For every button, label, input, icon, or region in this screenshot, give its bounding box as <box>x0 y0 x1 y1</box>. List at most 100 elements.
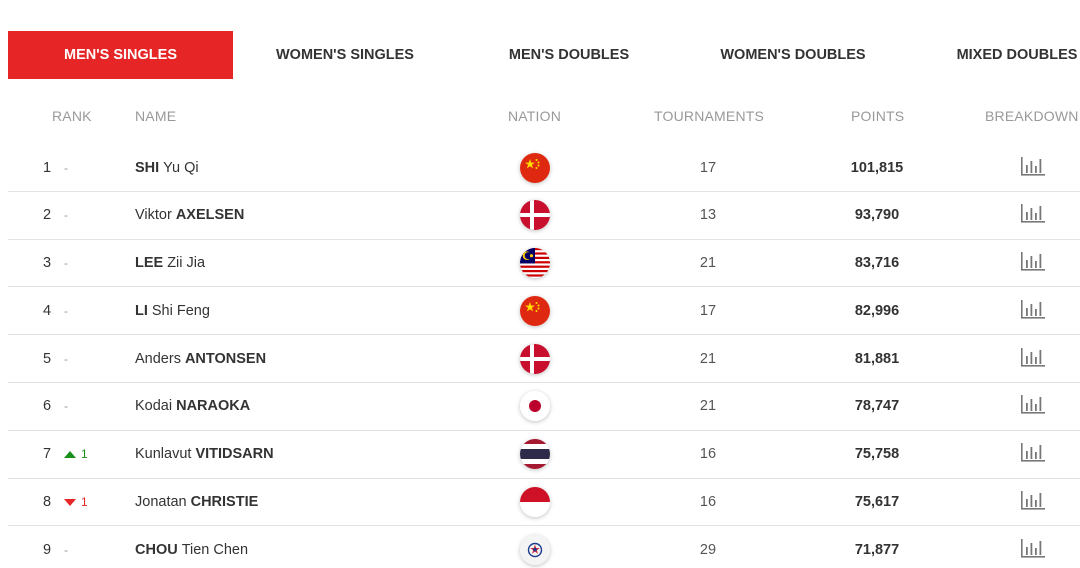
player-given-name: Yu Qi <box>163 159 199 176</box>
rank-change: - <box>64 256 68 271</box>
player-name-link[interactable]: LI Shi Feng <box>135 287 465 334</box>
category-tabs: MEN'S SINGLES WOMEN'S SINGLES MEN'S DOUB… <box>8 31 1080 79</box>
breakdown-button[interactable] <box>1018 144 1048 191</box>
column-header-points: POINTS <box>851 108 905 124</box>
player-first-name: Kodai <box>135 398 173 415</box>
nation-cell <box>518 240 552 287</box>
column-header-rank: RANK <box>52 108 92 124</box>
breakdown-button[interactable] <box>1018 240 1048 287</box>
denmark-flag-icon <box>520 343 550 374</box>
rank-movement: - <box>64 543 68 557</box>
table-row: 6- Kodai NARAOKA 21 78,747 <box>8 383 1080 431</box>
tournaments-count: 13 <box>699 207 717 224</box>
nation-cell <box>518 431 552 478</box>
rank-change: 1 <box>81 447 88 462</box>
rank-movement: - <box>64 161 68 175</box>
rank-change: - <box>64 208 68 223</box>
bar-chart-icon <box>1020 203 1046 227</box>
rank-number: 6 <box>42 398 52 415</box>
bar-chart-icon <box>1020 299 1046 323</box>
table-row: 2- Viktor AXELSEN 13 93,790 <box>8 192 1080 240</box>
rank-number: 3 <box>42 255 52 272</box>
rank-cell: 4- <box>38 287 98 334</box>
nation-cell <box>518 526 552 568</box>
tab-womens-singles[interactable]: WOMEN'S SINGLES <box>276 47 414 63</box>
tournaments-count: 21 <box>699 398 717 415</box>
breakdown-button[interactable] <box>1018 479 1048 526</box>
rank-movement: - <box>64 256 68 270</box>
rank-change: - <box>64 160 68 175</box>
rankings-table: 1- SHI Yu Qi 17 101,815 2- Viktor AXELSEN 13 93,7… <box>8 144 1080 568</box>
player-surname: CHOU <box>135 541 178 558</box>
rank-cell: 9- <box>38 526 98 568</box>
player-first-name: Kunlavut <box>135 446 192 463</box>
denmark-flag-icon <box>520 200 550 231</box>
bar-chart-icon <box>1020 347 1046 371</box>
player-name-link[interactable]: CHOU Tien Chen <box>135 526 465 568</box>
rank-movement: - <box>64 304 68 318</box>
nation-cell <box>518 287 552 334</box>
player-given-name: Shi Feng <box>151 302 210 319</box>
tab-mens-doubles[interactable]: MEN'S DOUBLES <box>508 47 630 63</box>
tab-mixed-doubles[interactable]: MIXED DOUBLES <box>956 47 1078 63</box>
table-row: 3- LEE Zii Jia 21 83,716 <box>8 240 1080 288</box>
tournaments-count: 17 <box>699 302 717 319</box>
player-surname: ANTONSEN <box>184 350 267 367</box>
rank-movement: - <box>64 352 68 366</box>
rank-change: - <box>64 351 68 366</box>
breakdown-button[interactable] <box>1018 383 1048 430</box>
points-value: 75,758 <box>854 446 900 463</box>
tab-womens-doubles[interactable]: WOMEN'S DOUBLES <box>720 47 866 63</box>
tournaments-count: 29 <box>699 541 717 558</box>
nation-cell <box>518 383 552 430</box>
player-given-name: Tien Chen <box>181 541 249 558</box>
table-row: 7 1 Kunlavut VITIDSARN 16 75,758 <box>8 431 1080 479</box>
table-row: 9- CHOU Tien Chen 29 71,877 <box>8 526 1080 568</box>
player-name-link[interactable]: Anders ANTONSEN <box>135 335 465 382</box>
points-value: 75,617 <box>854 494 900 511</box>
tournaments-count: 16 <box>699 446 717 463</box>
bar-chart-icon <box>1020 538 1046 562</box>
player-name-link[interactable]: SHI Yu Qi <box>135 144 465 191</box>
points-value: 101,815 <box>850 159 904 176</box>
player-name-link[interactable]: LEE Zii Jia <box>135 240 465 287</box>
rank-number: 4 <box>42 302 52 319</box>
player-name-link[interactable]: Kodai NARAOKA <box>135 383 465 430</box>
rank-movement: 1 <box>64 495 88 509</box>
table-row: 5- Anders ANTONSEN 21 81,881 <box>8 335 1080 383</box>
player-surname: NARAOKA <box>176 398 251 415</box>
nation-cell <box>518 192 552 239</box>
rank-number: 5 <box>42 350 52 367</box>
rank-change: - <box>64 542 68 557</box>
breakdown-button[interactable] <box>1018 192 1048 239</box>
rank-number: 8 <box>42 494 52 511</box>
table-row: 4- LI Shi Feng 17 82,996 <box>8 287 1080 336</box>
rank-number: 1 <box>42 159 52 176</box>
bar-chart-icon <box>1020 394 1046 418</box>
nation-cell <box>518 144 552 191</box>
nation-cell <box>518 479 552 526</box>
rank-number: 9 <box>42 541 52 558</box>
player-name-link[interactable]: Viktor AXELSEN <box>135 192 465 239</box>
rank-change: - <box>64 303 68 318</box>
points-value: 71,877 <box>854 541 900 558</box>
bar-chart-icon <box>1020 442 1046 466</box>
player-name-link[interactable]: Jonatan CHRISTIE <box>135 479 465 526</box>
tournaments-count: 21 <box>699 255 717 272</box>
rank-cell: 6- <box>38 383 98 430</box>
thailand-flag-icon <box>520 439 550 470</box>
tab-mens-singles[interactable]: MEN'S SINGLES <box>8 31 233 79</box>
rank-movement: - <box>64 399 68 413</box>
breakdown-button[interactable] <box>1018 431 1048 478</box>
player-surname: SHI <box>135 159 160 176</box>
breakdown-button[interactable] <box>1018 526 1048 568</box>
japan-flag-icon <box>520 391 550 422</box>
breakdown-button[interactable] <box>1018 335 1048 382</box>
breakdown-button[interactable] <box>1018 287 1048 334</box>
column-header-nation: NATION <box>508 108 562 124</box>
column-header-name: NAME <box>135 108 177 124</box>
rank-change: 1 <box>81 495 88 510</box>
player-name-link[interactable]: Kunlavut VITIDSARN <box>135 431 465 478</box>
